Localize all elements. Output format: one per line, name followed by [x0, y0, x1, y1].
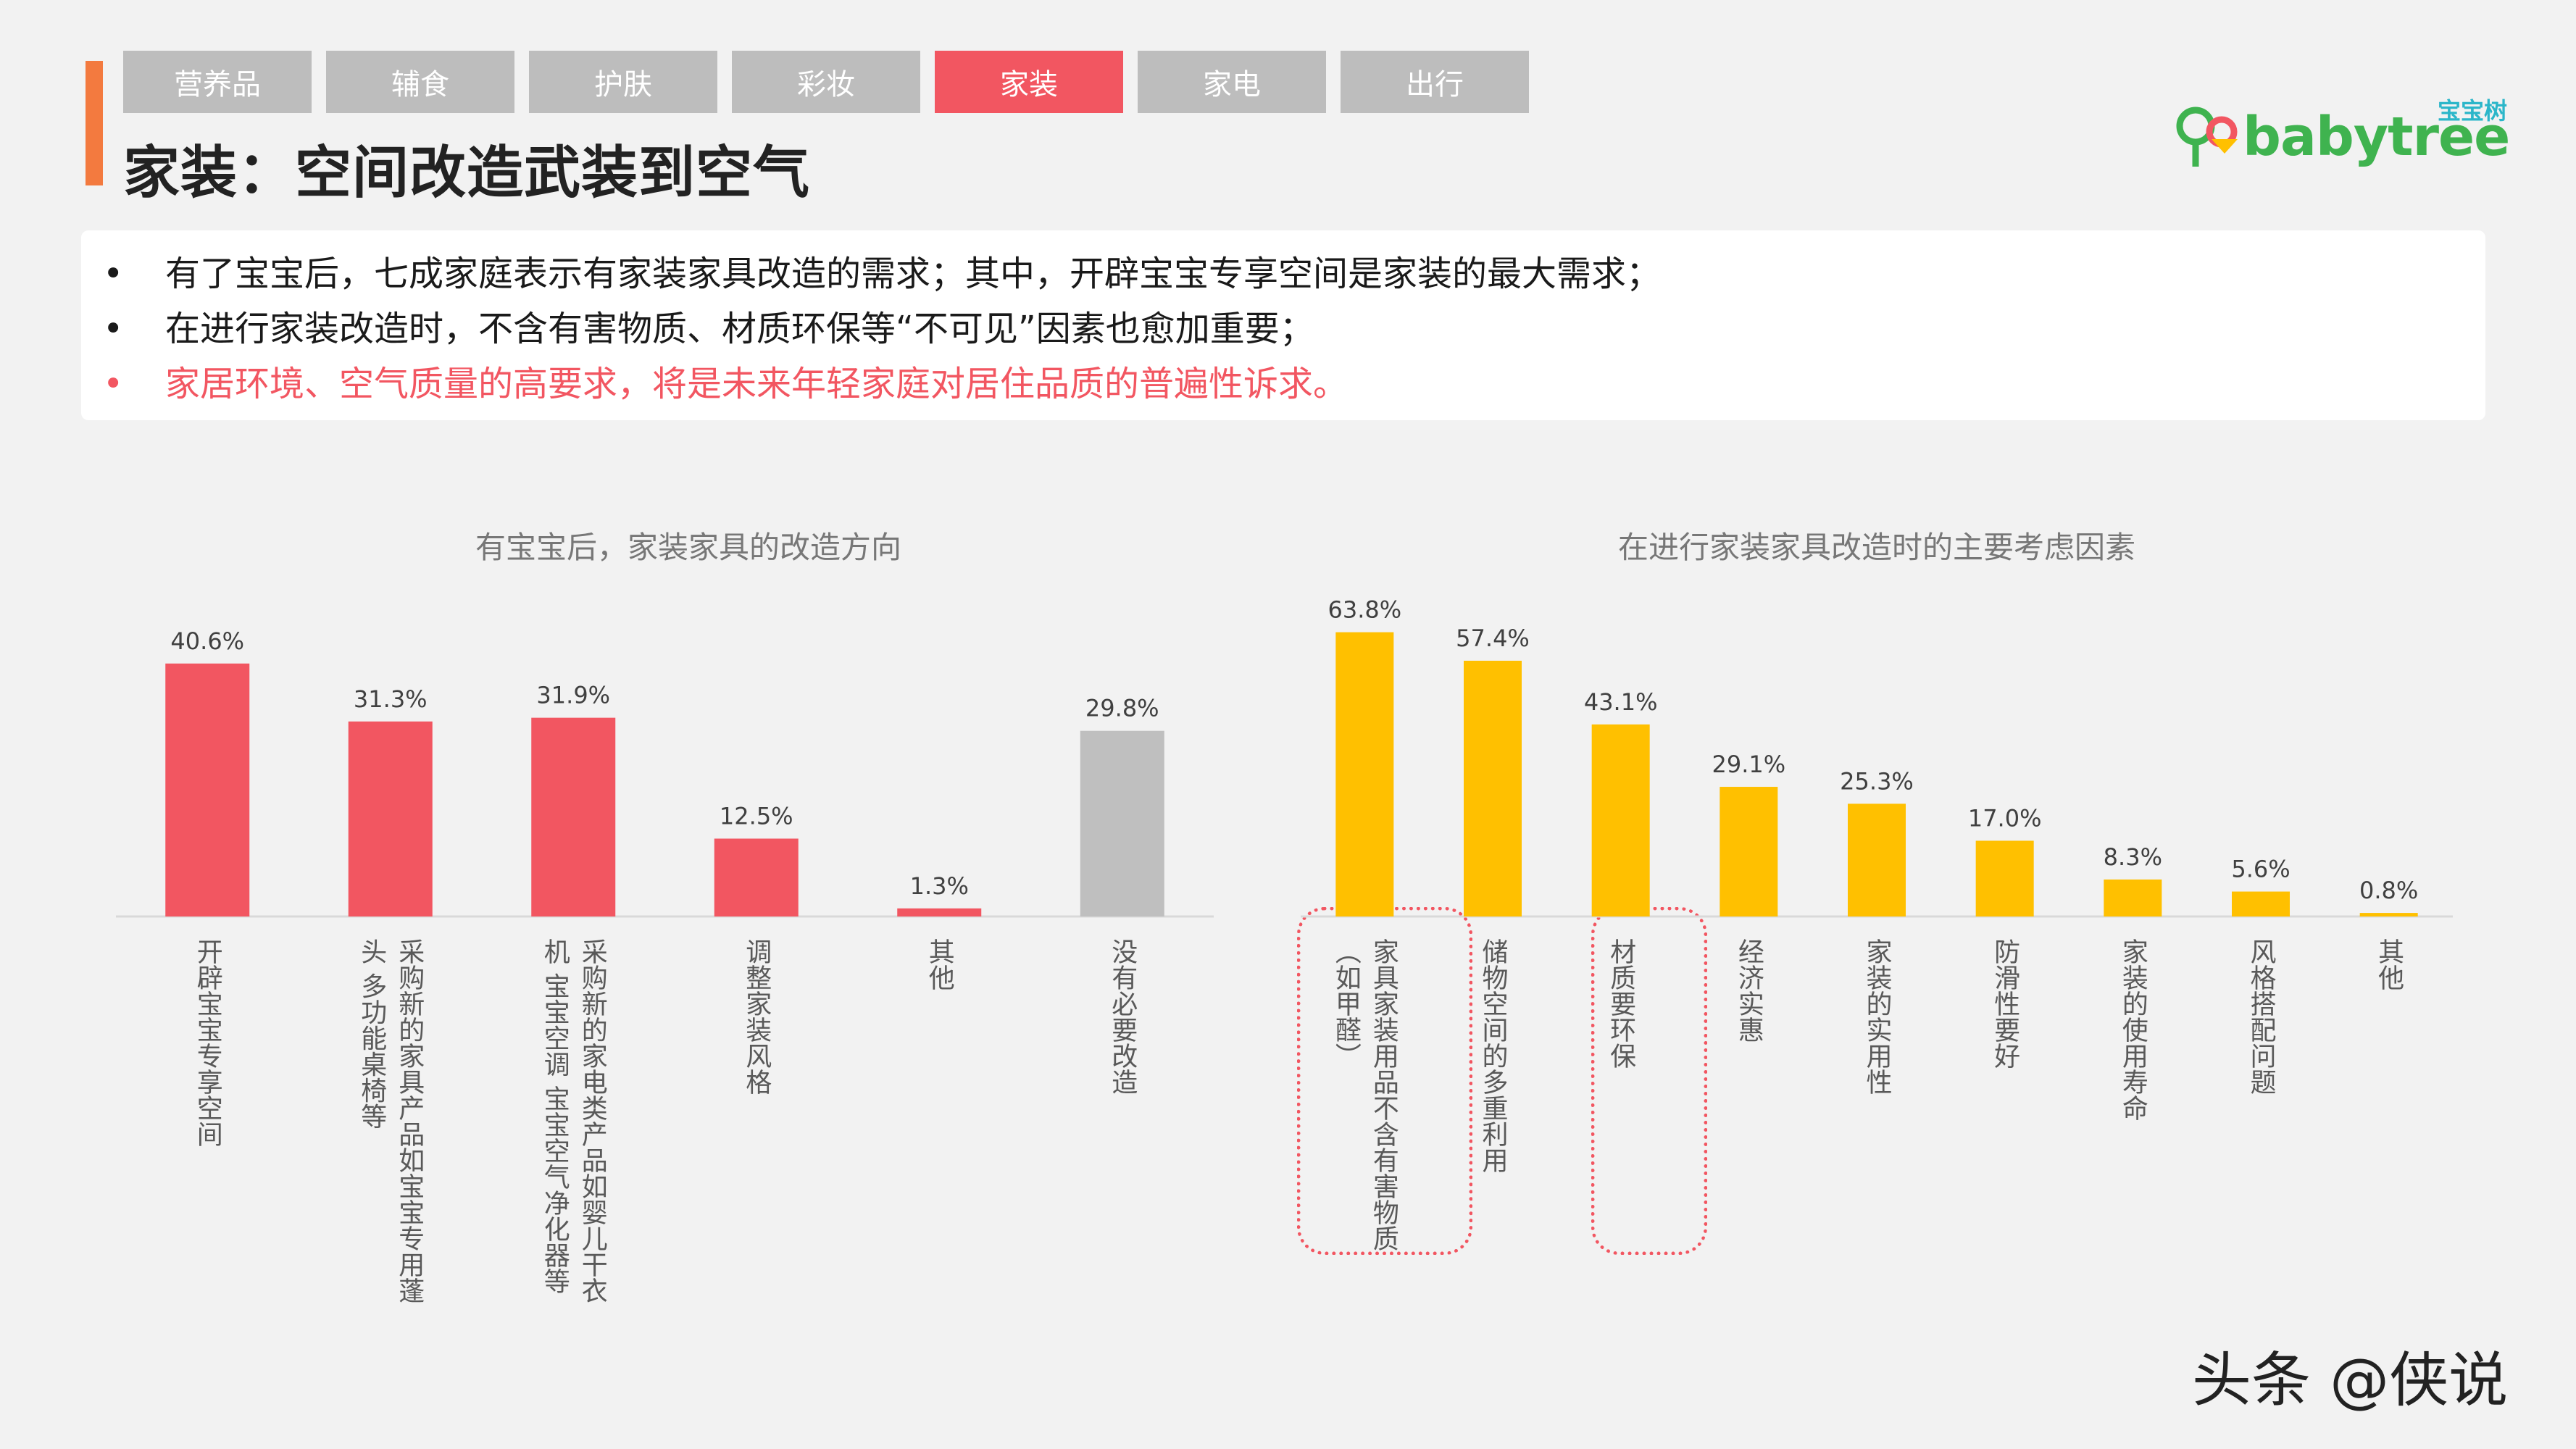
bullet-dot: • [103, 254, 124, 294]
chart-right-category-label: 家装的使用寿命 [2118, 938, 2148, 1121]
chart-right-value-label: 8.3% [2104, 843, 2162, 871]
summary-point-text: 有了宝宝后，七成家庭表示有家装家具改造的需求；其中，开辟宝宝专享空间是家装的最大… [165, 254, 1662, 294]
chart-right-category-label: 其他 [2374, 938, 2404, 990]
chart-left-bar [1080, 730, 1164, 916]
chart-right-value-label: 63.8% [1328, 596, 1402, 624]
title-accent-bar [86, 61, 103, 185]
chart-left-bar [531, 717, 616, 916]
chart-left-category-label: 没有必要改造 [1107, 938, 1137, 1095]
chart-right-bar [1335, 632, 1394, 916]
chart-right-bar [1591, 724, 1650, 916]
chart-right-category-label: 防滑性要好 [1990, 938, 2020, 1069]
summary-point: • 有了宝宝后，七成家庭表示有家装家具改造的需求；其中，开辟宝宝专享空间是家装的… [81, 246, 2485, 301]
tab-baby-food[interactable]: 辅食 [326, 51, 514, 113]
chart-left-category-label: 其他 [925, 938, 955, 990]
chart-left-bar [165, 663, 250, 916]
chart-left-value-label: 12.5% [720, 803, 793, 830]
chart-left-category-label: 机 宝宝空调 宝宝空气净化器等 [540, 938, 570, 1294]
chart-right-value-label: 43.1% [1584, 688, 1658, 716]
chart-left-bar [897, 908, 982, 916]
chart-right-bar [1975, 840, 2034, 916]
category-tabs: 营养品 辅食 护肤 彩妆 家装 家电 出行 [123, 51, 1529, 113]
chart-right-bar [1848, 803, 1906, 916]
chart-right-value-label: 57.4% [1456, 625, 1530, 652]
tab-home-decor[interactable]: 家装 [935, 51, 1123, 113]
babytree-logo: 宝宝树 babytree [2174, 93, 2510, 172]
summary-point-text: 家居环境、空气质量的高要求，将是未来年轻家庭对居住品质的普遍性诉求。 [165, 364, 1349, 404]
summary-point-highlight: • 家居环境、空气质量的高要求，将是未来年轻家庭对居住品质的普遍性诉求。 [81, 356, 2485, 412]
chart-right-category-label: 家装的实用性 [1862, 938, 1892, 1095]
chart-right-value-label: 29.1% [1712, 751, 1786, 778]
chart-right-value-label: 5.6% [2231, 856, 2290, 883]
chart-right-bar [1720, 787, 1778, 916]
chart-left-value-label: 1.3% [910, 872, 969, 900]
chart-left-category-label: 头 多功能桌椅等 [357, 938, 386, 1129]
chart-title-left: 有宝宝后，家装家具的改造方向 [475, 530, 901, 565]
chart-right-bar [2232, 891, 2290, 916]
chart-right-category-label: 材质要环保 [1606, 938, 1636, 1069]
chart-right-value-label: 17.0% [1968, 804, 2042, 832]
chart-right-bar [2104, 879, 2162, 916]
babytree-logo-icon [2176, 107, 2238, 167]
logo-wordmark: babytree [2243, 106, 2510, 168]
chart-right-category-label: 储物空间的多重利用 [1478, 938, 1509, 1173]
chart-left-value-label: 40.6% [170, 627, 244, 655]
bullet-dot: • [103, 364, 124, 404]
summary-point-text: 在进行家装改造时，不含有害物质、材质环保等“不可见”因素也愈加重要； [165, 309, 1314, 349]
chart-right-bar [1464, 660, 1522, 916]
chart-left-value-label: 31.9% [536, 682, 610, 709]
chart-right-bar [2359, 913, 2418, 916]
tab-appliances[interactable]: 家电 [1138, 51, 1326, 113]
tab-cosmetics[interactable]: 彩妆 [732, 51, 920, 113]
chart-right-category-label: 经济实惠 [1734, 938, 1764, 1043]
chart-right-category-label: 风格搭配问题 [2246, 938, 2276, 1095]
chart-left-bar [348, 721, 433, 916]
bullet-dot: • [103, 309, 124, 349]
logo-chinese-name: 宝宝树 [2437, 97, 2507, 125]
page-title: 家装：空间改造武装到空气 [123, 141, 811, 206]
summary-box: • 有了宝宝后，七成家庭表示有家装家具改造的需求；其中，开辟宝宝专享空间是家装的… [81, 230, 2485, 420]
chart-left-value-label: 29.8% [1085, 695, 1159, 722]
chart-left-category-label: 开辟宝宝专享空间 [193, 938, 223, 1147]
summary-point: • 在进行家装改造时，不含有害物质、材质环保等“不可见”因素也愈加重要； [81, 301, 2485, 356]
chart-left-category-label: 采购新的家具产品如宝宝专用蓬 [394, 938, 424, 1303]
chart-right-category-label: 家具家装用品不含有害物质 [1369, 938, 1399, 1251]
tab-nutrition[interactable]: 营养品 [123, 51, 312, 113]
chart-left-category-label: 采购新的家电类产品如婴儿干衣 [578, 938, 607, 1303]
chart-right-category-label: （如甲醛） [1331, 938, 1362, 1069]
chart-right-value-label: 25.3% [1840, 767, 1914, 795]
watermark: 头条 @侠说 [2192, 1346, 2509, 1415]
chart-left-bar [714, 838, 799, 916]
tab-travel[interactable]: 出行 [1341, 51, 1529, 113]
chart-left-value-label: 31.3% [354, 685, 428, 713]
chart-title-right: 在进行家装家具改造时的主要考虑因素 [1617, 530, 2135, 565]
chart-right-value-label: 0.8% [2359, 877, 2418, 904]
tab-skincare[interactable]: 护肤 [529, 51, 717, 113]
chart-left-category-label: 调整家装风格 [741, 938, 771, 1095]
